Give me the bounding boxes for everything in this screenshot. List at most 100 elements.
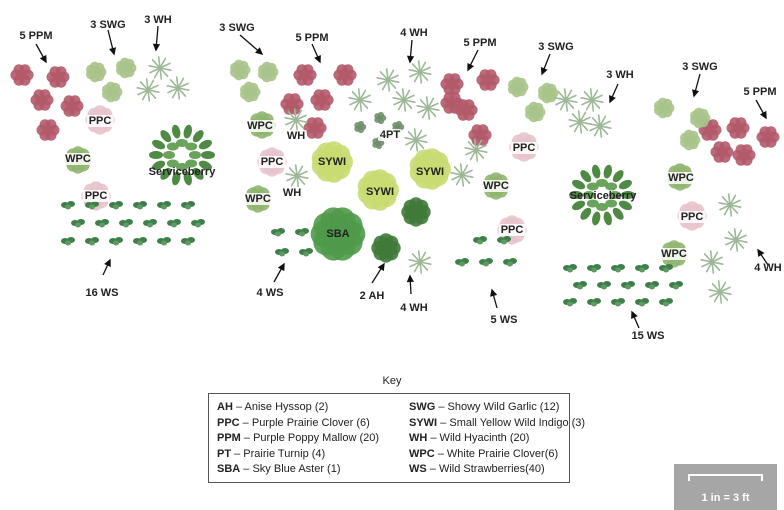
- label-swg-4: 3 SWG: [682, 61, 718, 73]
- label-sywi-1: SYWI: [317, 156, 347, 168]
- purple-poppy-mallow-symbol: [726, 117, 750, 139]
- strawberry-symbol: [109, 237, 123, 246]
- label-wpc-6: WPC: [659, 248, 689, 260]
- key-left-column: AH – Anise Hyssop (2) PPC – Purple Prair…: [217, 400, 379, 478]
- wild-hyacinth-symbol: [285, 164, 309, 188]
- strawberry-symbol: [669, 281, 683, 290]
- label-ws-2: 4 WS: [256, 287, 284, 299]
- showy-wild-garlic-symbol: [538, 82, 559, 104]
- showy-wild-garlic-symbol: [240, 81, 261, 103]
- leader-arrow: [371, 262, 385, 284]
- strawberry-symbol: [611, 298, 625, 307]
- key-entry-wpc: WPC – White Prairie Clover(6): [409, 447, 559, 460]
- showy-wild-garlic-symbol: [230, 59, 251, 81]
- leader-arrow: [273, 262, 285, 283]
- leader-arrow: [152, 25, 161, 52]
- showy-wild-garlic-symbol: [258, 61, 279, 83]
- strawberry-symbol: [61, 237, 75, 246]
- strawberry-symbol: [659, 298, 673, 307]
- wild-hyacinth-symbol: [392, 88, 416, 112]
- leader-arrow: [467, 49, 479, 72]
- strawberry-symbol: [587, 264, 601, 273]
- wild-hyacinth-symbol: [404, 128, 428, 152]
- purple-poppy-mallow-symbol: [46, 66, 70, 88]
- label-ppc-1: PPC: [86, 115, 114, 127]
- showy-wild-garlic-symbol: [690, 107, 711, 129]
- purple-poppy-mallow-symbol: [476, 69, 500, 91]
- label-sba: SBA: [326, 228, 350, 240]
- label-ppc-2: PPC: [82, 190, 110, 202]
- strawberry-symbol: [61, 201, 75, 210]
- strawberry-symbol: [645, 281, 659, 290]
- purple-poppy-mallow-symbol: [30, 89, 54, 111]
- purple-poppy-mallow-symbol: [293, 64, 317, 86]
- strawberry-symbol: [119, 219, 133, 228]
- wild-hyacinth-symbol: [554, 88, 578, 112]
- strawberry-symbol: [473, 236, 487, 245]
- label-wpc-5: WPC: [666, 172, 696, 184]
- scale-bar-label: 1 in = 3 ft: [701, 492, 750, 504]
- wild-hyacinth-symbol: [450, 163, 474, 187]
- strawberry-symbol: [143, 219, 157, 228]
- small-yellow-wild-indigo-symbol: [409, 148, 451, 190]
- purple-poppy-mallow-symbol: [468, 124, 492, 146]
- showy-wild-garlic-symbol: [508, 76, 529, 98]
- strawberry-symbol: [611, 264, 625, 273]
- wild-hyacinth-symbol: [284, 108, 308, 132]
- anise-hyssop-symbol: [371, 233, 401, 263]
- purple-poppy-mallow-symbol: [303, 117, 327, 139]
- small-yellow-wild-indigo-symbol: [357, 169, 399, 211]
- label-wpc-1: WPC: [63, 153, 93, 165]
- wild-hyacinth-symbol: [700, 250, 724, 274]
- wild-hyacinth-symbol: [568, 110, 592, 134]
- label-ws-1: 16 WS: [85, 287, 119, 299]
- strawberry-symbol: [95, 219, 109, 228]
- wild-hyacinth-symbol: [708, 280, 732, 304]
- label-ppm-3: 5 PPM: [463, 37, 497, 49]
- strawberry-symbol: [275, 248, 289, 257]
- strawberry-symbol: [299, 248, 313, 257]
- strawberry-symbol: [133, 201, 147, 210]
- showy-wild-garlic-symbol: [116, 57, 137, 79]
- strawberry-symbol: [157, 201, 171, 210]
- purple-poppy-mallow-symbol: [732, 144, 756, 166]
- leader-arrow: [609, 83, 619, 104]
- sky-blue-aster-symbol: [310, 207, 366, 261]
- label-swg-3: 3 SWG: [538, 41, 574, 53]
- prairie-turnip-symbol: [354, 120, 367, 134]
- key-right-column: SWG – Showy Wild Garlic (12) SYWI – Smal…: [409, 400, 585, 478]
- label-wpc-3: WPC: [243, 193, 273, 205]
- wild-hyacinth-symbol: [464, 138, 488, 162]
- label-ws-4: 15 WS: [631, 330, 665, 342]
- label-ws-3: 5 WS: [490, 314, 518, 326]
- leader-arrow: [102, 258, 111, 276]
- wild-hyacinth-symbol: [588, 114, 612, 138]
- leader-arrows: [35, 25, 769, 329]
- purple-poppy-mallow-symbol: [280, 93, 304, 115]
- wild-hyacinth-symbol: [408, 60, 432, 84]
- small-yellow-wild-indigo-symbol: [311, 141, 353, 183]
- leader-arrow: [631, 310, 640, 329]
- strawberry-symbol: [455, 258, 469, 267]
- purple-poppy-mallow-symbol: [36, 119, 60, 141]
- leader-arrow: [692, 73, 701, 98]
- serviceberry-symbol: [149, 124, 215, 186]
- label-swg-2: 3 SWG: [219, 22, 255, 34]
- key-entry-sywi: SYWI – Small Yellow Wild Indigo (3): [409, 416, 586, 429]
- strawberry-symbol: [295, 228, 309, 237]
- label-ah: 2 AH: [359, 290, 385, 302]
- key-entry-sba: SBA – Sky Blue Aster (1): [217, 463, 341, 475]
- key-entry-swg: SWG – Showy Wild Garlic (12): [409, 401, 560, 413]
- label-wh-small-1: WH: [284, 130, 308, 142]
- strawberry-symbol: [563, 298, 577, 307]
- wild-hyacinth-symbol: [136, 78, 160, 102]
- purple-poppy-mallow-symbol: [756, 126, 780, 148]
- label-serviceberry-2: Serviceberry: [569, 190, 637, 202]
- garden-plan-canvas: [10, 25, 780, 329]
- label-ppm-2: 5 PPM: [295, 32, 329, 44]
- leader-arrow: [540, 53, 551, 76]
- label-ppm-4: 5 PPM: [743, 86, 777, 98]
- wild-hyacinth-symbol: [580, 88, 604, 112]
- label-wh-2: 4 WH: [400, 27, 428, 39]
- plant-symbols: [10, 56, 780, 307]
